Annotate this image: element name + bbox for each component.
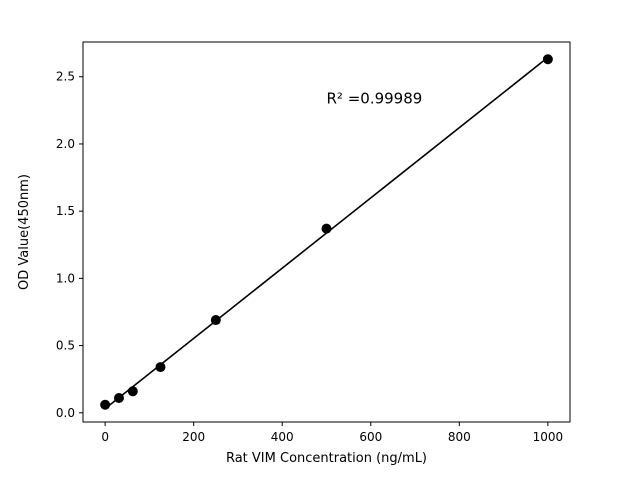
x-tick-label: 0 — [101, 430, 109, 444]
y-tick-label: 2.5 — [56, 70, 75, 84]
x-tick-label: 400 — [271, 430, 294, 444]
plot-border — [82, 41, 571, 423]
data-point — [210, 315, 221, 326]
y-tick-label: 1.0 — [56, 271, 75, 285]
y-tick-label: 1.5 — [56, 204, 75, 218]
x-tick-label: 200 — [182, 430, 205, 444]
data-point — [321, 223, 332, 234]
x-axis-label: Rat VIM Concentration (ng/mL) — [226, 451, 427, 466]
data-point — [127, 386, 138, 397]
r-squared-annotation: R² =0.99989 — [327, 90, 423, 108]
y-axis-label: OD Value(450nm) — [17, 174, 32, 290]
x-tick-label: 800 — [448, 430, 471, 444]
data-point — [155, 362, 166, 373]
y-tick-label: 0.0 — [56, 406, 75, 420]
y-tick-label: 2.0 — [56, 137, 75, 151]
x-tick-label: 600 — [359, 430, 382, 444]
x-tick-label: 1000 — [533, 430, 564, 444]
data-point — [542, 54, 553, 65]
data-point — [113, 393, 124, 404]
y-tick-label: 0.5 — [56, 339, 75, 353]
data-point — [100, 399, 111, 410]
